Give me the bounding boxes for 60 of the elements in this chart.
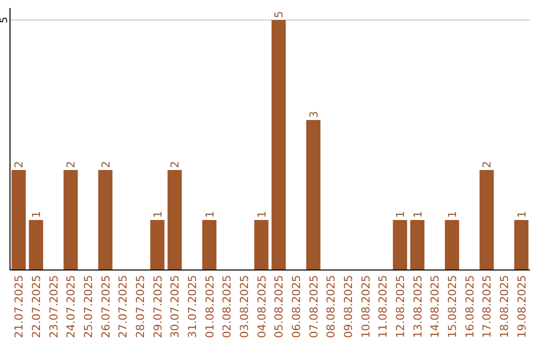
data-label: 3 <box>307 111 320 118</box>
bar <box>28 220 44 270</box>
data-label: 2 <box>99 161 112 168</box>
x-tick-label: 11.08.2025 <box>376 275 390 338</box>
bar <box>480 170 494 270</box>
x-tick-label: 27.07.2025 <box>116 275 130 338</box>
bar <box>254 220 268 270</box>
x-tick-label: 01.08.2025 <box>203 275 216 338</box>
data-label: 5 <box>272 11 286 18</box>
x-tick-label: 22.07.2025 <box>30 275 43 338</box>
x-tick-label: 19.08.2025 <box>515 275 528 338</box>
x-tick-label: 13.08.2025 <box>411 275 424 338</box>
data-label: 1 <box>255 211 268 218</box>
data-label: 1 <box>515 211 528 218</box>
bar <box>12 170 26 270</box>
x-tick-label: 18.08.2025 <box>498 275 511 338</box>
x-tick-label: 21.07.2025 <box>12 275 26 338</box>
data-label: 1 <box>411 211 424 218</box>
x-tick-label: 30.07.2025 <box>168 275 182 338</box>
x-tick-label: 24.07.2025 <box>64 275 78 338</box>
x-tick-label: 29.07.2025 <box>151 275 164 338</box>
x-tick-label: 14.08.2025 <box>428 275 442 338</box>
bar <box>202 220 216 270</box>
x-tick-label: 09.08.2025 <box>342 275 355 338</box>
x-tick-label: 03.08.2025 <box>238 275 251 338</box>
x-tick-label: 07.08.2025 <box>307 275 320 338</box>
x-tick-label: 23.07.2025 <box>47 275 60 338</box>
bar <box>514 220 528 270</box>
bar <box>168 170 182 270</box>
data-label: 2 <box>168 161 182 168</box>
data-label: 2 <box>480 161 494 168</box>
bar <box>444 220 460 270</box>
x-tick-label: 05.08.2025 <box>272 275 286 338</box>
x-tick-label: 31.07.2025 <box>186 275 199 338</box>
bar <box>392 220 408 270</box>
bar <box>410 220 424 270</box>
data-label: 1 <box>203 211 216 218</box>
data-label: 2 <box>64 161 78 168</box>
x-tick-label: 26.07.2025 <box>99 275 112 338</box>
x-tick-label: 02.08.2025 <box>220 275 234 338</box>
x-tick-label: 28.07.2025 <box>134 275 147 338</box>
x-tick-label: 06.08.2025 <box>290 275 303 338</box>
data-label: 2 <box>12 161 26 168</box>
bar <box>306 120 320 270</box>
x-tick-label: 08.08.2025 <box>324 275 338 338</box>
bar <box>98 170 112 270</box>
data-label: 1 <box>30 211 43 218</box>
x-tick-label: 15.08.2025 <box>446 275 459 338</box>
bar <box>272 20 286 270</box>
x-tick-label: 10.08.2025 <box>359 275 372 338</box>
x-tick-label: 12.08.2025 <box>394 275 407 338</box>
bar <box>64 170 78 270</box>
data-label: 1 <box>394 211 407 218</box>
x-tick-label: 25.07.2025 <box>82 275 95 338</box>
data-label: 1 <box>151 211 164 218</box>
bar <box>150 220 164 270</box>
x-tick-label: 16.08.2025 <box>463 275 476 338</box>
x-tick-label: 04.08.2025 <box>255 275 268 338</box>
x-tick-label: 17.08.2025 <box>480 275 494 338</box>
data-label: 1 <box>446 211 459 218</box>
